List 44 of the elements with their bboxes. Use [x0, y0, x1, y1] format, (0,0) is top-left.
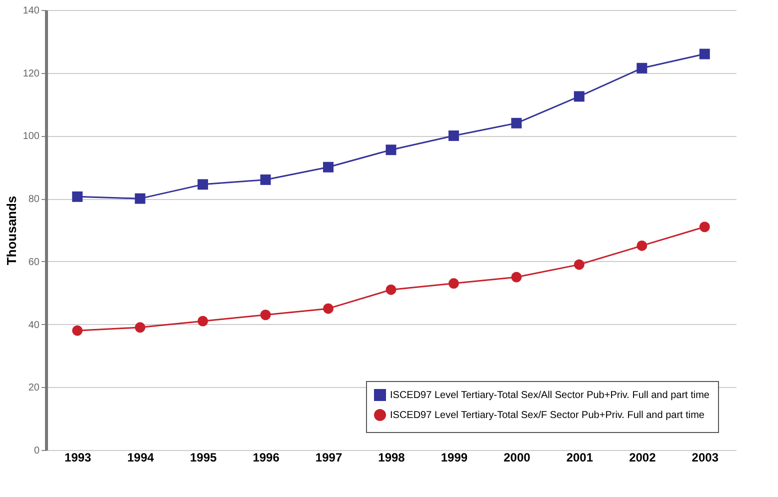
x-tick-label: 2001: [566, 450, 594, 464]
point: [260, 310, 271, 320]
point: [198, 179, 208, 190]
point: [72, 325, 83, 336]
point: [699, 222, 710, 232]
x-tick-label: 1998: [378, 450, 406, 464]
y-tick-label: 100: [22, 131, 40, 142]
point: [260, 174, 271, 185]
point: [448, 130, 459, 141]
point: [636, 240, 648, 251]
point: [511, 118, 522, 128]
legend-label: ISCED97 Level Tertiary-Total Sex/All Sector Pub+Priv. Full and part time: [390, 390, 710, 401]
point: [323, 162, 334, 172]
y-tick-label: 0: [34, 446, 40, 456]
point: [636, 62, 648, 74]
x-tick-label: 1994: [127, 450, 154, 464]
y-tick-label: 120: [22, 68, 40, 80]
y-tick-label: 60: [28, 256, 40, 268]
y-tick-label: 140: [22, 6, 40, 16]
point: [574, 91, 584, 102]
point: [574, 259, 584, 270]
x-tick-label: 1996: [252, 450, 280, 464]
x-tick-label: 2003: [692, 450, 719, 464]
legend-label: ISCED97 Level Tertiary-Total Sex/F Sector Pub+Priv. Full and part time: [390, 410, 705, 421]
point: [386, 284, 396, 295]
point: [699, 48, 710, 60]
x-tick-label: 2002: [629, 450, 656, 464]
point: [198, 316, 208, 326]
point: [511, 272, 522, 282]
point: [448, 278, 459, 289]
point: [386, 144, 396, 156]
y-tick-label: 20: [28, 382, 40, 394]
x-tick-label: 1997: [315, 450, 342, 464]
point: [72, 191, 83, 202]
x-tick-label: 2000: [504, 450, 531, 464]
point: [134, 193, 146, 204]
y-tick-label: 80: [28, 194, 40, 206]
y-tick-label: 40: [28, 320, 40, 331]
x-tick-label: 1993: [64, 450, 92, 464]
x-tick-label: 1999: [440, 450, 468, 464]
y-axis-title: Thousands: [4, 196, 19, 266]
x-tick-label: 1995: [190, 450, 217, 464]
point: [134, 322, 146, 333]
point: [323, 303, 334, 314]
